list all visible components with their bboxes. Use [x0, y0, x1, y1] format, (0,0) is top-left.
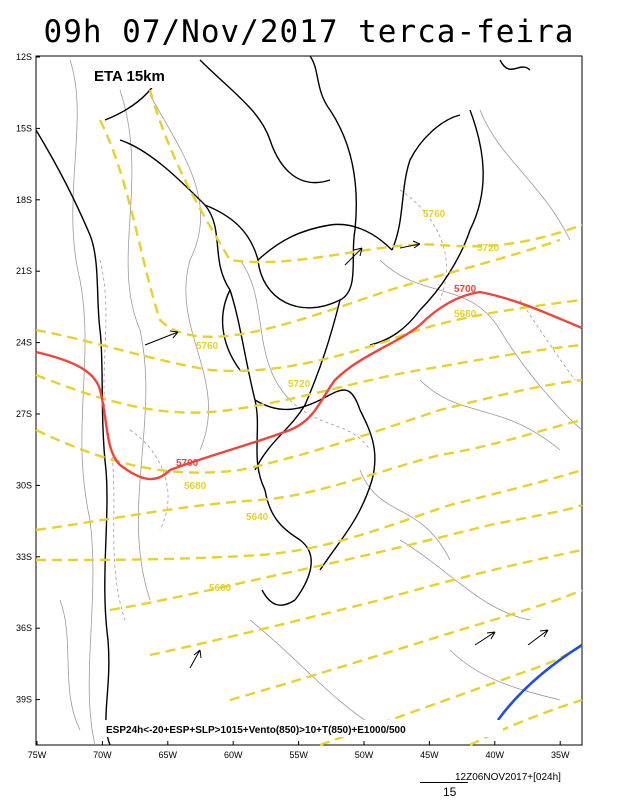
- latitude-tick-label: 15S: [16, 123, 32, 133]
- contour-label: 5680: [184, 481, 207, 492]
- latitude-axis: 12S 15S 18S 21S 24S 27S 30S 33S 36S 39S: [16, 52, 40, 705]
- legend-box: [103, 720, 503, 737]
- longitude-tick-label: 75W: [28, 750, 47, 760]
- latitude-tick-label: 33S: [16, 552, 32, 562]
- red-isoline: [35, 290, 583, 481]
- longitude-tick-label: 35W: [551, 750, 570, 760]
- contour-labels: 5760 5720 5760 5720 5700 5680 5700 5680 …: [176, 209, 500, 594]
- contour-label: 5680: [454, 309, 477, 320]
- contour-label: 5760: [196, 341, 219, 352]
- latitude-tick-label: 39S: [16, 695, 32, 705]
- contour-label: 5700: [454, 284, 477, 295]
- longitude-tick-label: 40W: [486, 750, 505, 760]
- longitude-tick-label: 70W: [93, 750, 112, 760]
- latitude-tick-label: 27S: [16, 409, 32, 419]
- contour-label: 5720: [477, 243, 500, 254]
- latitude-tick-label: 24S: [16, 338, 32, 348]
- longitude-tick-label: 45W: [420, 750, 439, 760]
- contour-label: 5640: [246, 512, 269, 523]
- scale-bar: [420, 782, 468, 783]
- contour-label: 5760: [423, 209, 446, 220]
- longitude-tick-label: 65W: [159, 750, 178, 760]
- longitude-tick-label: 60W: [224, 750, 243, 760]
- scale-value: 15: [443, 785, 457, 799]
- political-borders: [35, 55, 531, 746]
- longitude-tick-label: 50W: [355, 750, 374, 760]
- blue-isoline: [496, 643, 583, 721]
- contour-label: 5600: [209, 583, 232, 594]
- model-label: ETA 15km: [94, 68, 165, 85]
- latitude-tick-label: 12S: [16, 52, 32, 62]
- footer-timestamp: 12Z06NOV2017+[024h]: [455, 772, 561, 783]
- latitude-tick-label: 21S: [16, 266, 32, 276]
- longitude-tick-label: 55W: [289, 750, 308, 760]
- latitude-tick-label: 30S: [16, 480, 32, 490]
- page-title: 09h 07/Nov/2017 terca-feira: [43, 14, 575, 50]
- contour-label: 5700: [176, 458, 199, 469]
- longitude-axis: 75W 70W 65W 60W 55W 50W 45W 40W 35W: [28, 741, 570, 760]
- latitude-tick-label: 36S: [16, 623, 32, 633]
- latitude-tick-label: 18S: [16, 195, 32, 205]
- wind-arrows: [144, 240, 549, 669]
- map-frame: [35, 55, 583, 746]
- model-label-box: [88, 64, 196, 88]
- contour-label: 5720: [288, 379, 311, 390]
- map-legend: ESP24h<-20+ESP+SLP>1015+Vento(850)>10+T(…: [106, 725, 406, 736]
